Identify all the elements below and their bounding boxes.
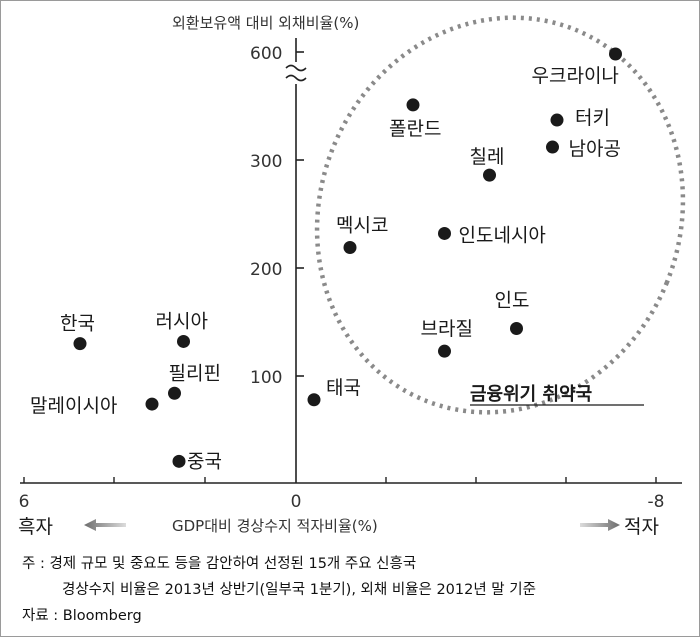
- point-4: [483, 168, 496, 182]
- point-12: [145, 397, 159, 411]
- point-label-7: 인도: [495, 289, 530, 311]
- point-3: [546, 140, 559, 154]
- left-arrow-icon: [84, 519, 126, 531]
- x-axis-title: GDP대비 경상수지 적자비율(%): [172, 517, 378, 535]
- point-2: [550, 113, 564, 127]
- y-axis-title: 외환보유액 대비 외채비율(%): [172, 14, 359, 32]
- y-tick-label-300: 300: [250, 152, 282, 172]
- point-label-10: 러시아: [156, 310, 208, 332]
- y-ticks: [296, 51, 304, 377]
- surplus-label: 흑자: [18, 516, 53, 538]
- point-label-0: 우크라이나: [532, 65, 619, 87]
- point-10: [177, 334, 190, 348]
- point-label-3: 남아공: [569, 138, 621, 160]
- point-9: [73, 337, 87, 351]
- y-tick-label-200: 200: [250, 260, 282, 280]
- point-0: [609, 47, 622, 61]
- source-note: 자료 : Bloomberg: [22, 608, 142, 624]
- footnote-line2: 경상수지 비율은 2013년 상반기(일부국 1분기), 외채 비율은 2012…: [62, 582, 536, 598]
- point-11: [168, 386, 181, 400]
- y-tick-label-100: 100: [250, 368, 282, 388]
- point-label-13: 태국: [326, 377, 361, 399]
- point-13: [307, 393, 321, 407]
- point-14: [172, 454, 186, 468]
- point-1: [406, 98, 420, 112]
- vulnerable-group-ellipse: [314, 15, 686, 415]
- point-label-1: 폴란드: [389, 118, 441, 140]
- x-tick-label-6: 6: [19, 492, 30, 512]
- point-label-6: 인도네시아: [459, 224, 546, 246]
- point-label-9: 한국: [60, 313, 95, 335]
- vulnerable-group-label: 금융위기 취약국: [470, 383, 592, 405]
- point-8: [438, 344, 451, 358]
- footnote-line1: 주 : 경제 규모 및 중요도 등을 감안하여 선정된 15개 주요 신흥국: [22, 556, 417, 572]
- point-label-14: 중국: [187, 450, 222, 472]
- x-ticks: [23, 477, 657, 483]
- y-axis-break-mark: [285, 64, 307, 82]
- point-label-5: 멕시코: [336, 214, 388, 236]
- point-7: [510, 321, 523, 335]
- point-label-12: 말레이시아: [30, 395, 117, 417]
- point-label-4: 칠레: [470, 146, 505, 168]
- deficit-label: 적자: [624, 516, 659, 538]
- x-tick-label-0: 0: [291, 492, 302, 512]
- y-tick-label-600: 600: [250, 44, 282, 64]
- point-5: [343, 240, 357, 254]
- point-label-8: 브라질: [421, 318, 473, 340]
- point-label-11: 필리핀: [169, 362, 221, 384]
- point-6: [438, 226, 451, 240]
- point-label-2: 터키: [575, 107, 610, 129]
- right-arrow-icon: [580, 519, 620, 531]
- x-tick-label-minus8: -8: [648, 492, 665, 512]
